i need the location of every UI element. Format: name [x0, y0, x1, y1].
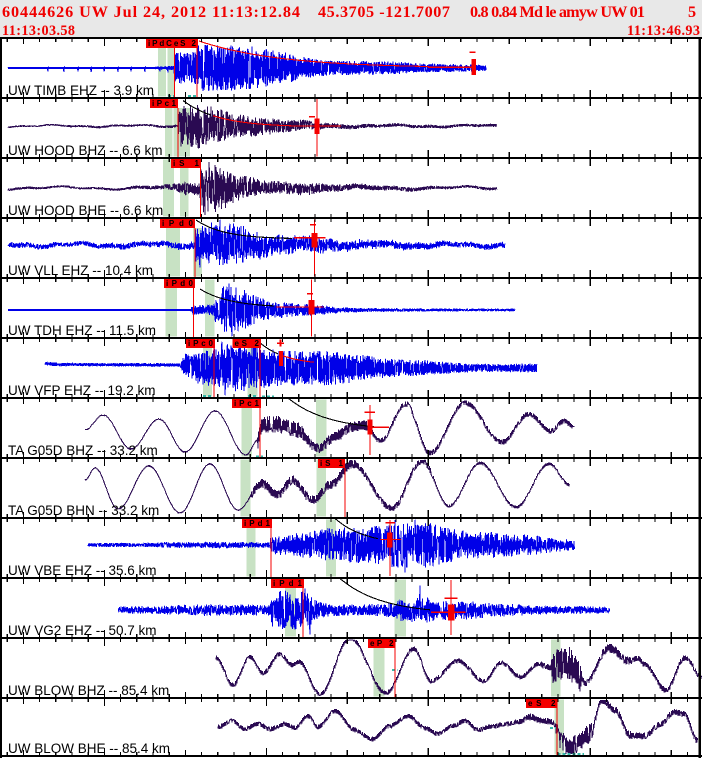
svg-text:45.3705 -121.7007: 45.3705 -121.7007 [318, 3, 450, 21]
svg-text:UW TDH EHZ -- 11.5 km: UW TDH EHZ -- 11.5 km [8, 323, 156, 338]
svg-text:UW HOOD BHE -- 6.6 km: UW HOOD BHE -- 6.6 km [8, 203, 163, 218]
svg-text:UW BLOW BHZ -- 85.4 km: UW BLOW BHZ -- 85.4 km [8, 683, 169, 698]
svg-text:iPc1: iPc1 [152, 99, 177, 108]
svg-text:UW TIMB EHZ -- 3.9 km: UW TIMB EHZ -- 3.9 km [8, 83, 154, 98]
svg-text:eP 2: eP 2 [370, 639, 394, 648]
svg-text:5: 5 [688, 3, 696, 21]
svg-text:UW HOOD BHZ -- 6.6 km: UW HOOD BHZ -- 6.6 km [8, 143, 163, 158]
svg-text:iPd1: iPd1 [244, 519, 271, 528]
svg-text:iPc0: iPc0 [188, 339, 214, 348]
svg-text:11:13:46.93: 11:13:46.93 [627, 23, 700, 39]
svg-text:iPd1: iPd1 [273, 579, 303, 588]
svg-text:UW VG2 EHZ -- 50.7 km: UW VG2 EHZ -- 50.7 km [8, 623, 157, 638]
svg-text:TA G05D BHN -- 33.2 km: TA G05D BHN -- 33.2 km [8, 503, 159, 518]
svg-text:iPd0: iPd0 [166, 279, 194, 288]
svg-text:UW VBE EHZ -- 35.6 km: UW VBE EHZ -- 35.6 km [8, 563, 157, 578]
svg-text:UW VFP EHZ -- 19.2 km: UW VFP EHZ -- 19.2 km [8, 383, 156, 398]
svg-text:11:13:03.58: 11:13:03.58 [2, 23, 75, 39]
svg-text:60444626 UW Jul 24, 2012 11:13: 60444626 UW Jul 24, 2012 11:13:12.84 [2, 3, 300, 21]
svg-text:UW VLL EHZ -- 10.4 km: UW VLL EHZ -- 10.4 km [8, 263, 153, 278]
svg-text:TA G05D BHZ -- 33.2 km: TA G05D BHZ -- 33.2 km [8, 443, 158, 458]
svg-text:0.8 0.84 Md le amyw UW 01: 0.8 0.84 Md le amyw UW 01 [470, 3, 645, 21]
svg-text:iPc1: iPc1 [234, 399, 260, 408]
svg-text:UW BLOW BHE -- 85.4 km: UW BLOW BHE -- 85.4 km [8, 741, 170, 756]
